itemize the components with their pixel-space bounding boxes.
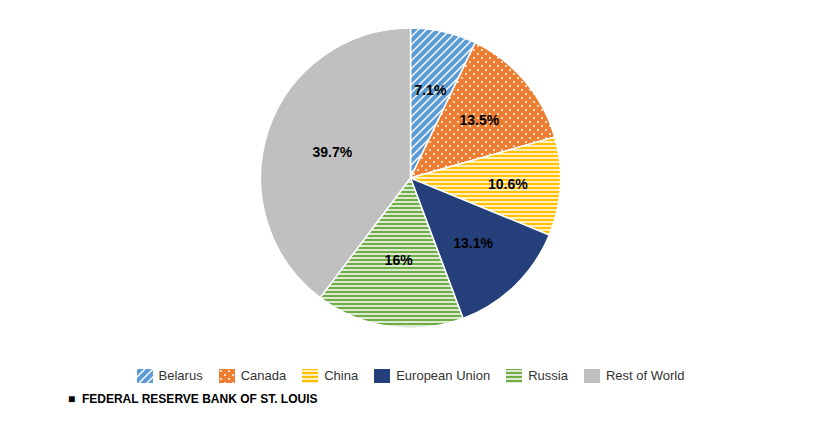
svg-text:7.1%: 7.1% xyxy=(414,82,446,98)
html-text:■ FEDERAL RESERVE BANK OF ST.: ■ FEDERAL RESERVE BANK OF ST. LOUIS xyxy=(68,392,318,406)
html-text:Rest of World: Rest of World xyxy=(605,368,685,383)
svg-text:13.1%: 13.1% xyxy=(453,235,493,251)
svg-text:13.5%: 13.5% xyxy=(459,112,499,128)
html-text:Russia: Russia xyxy=(528,368,568,383)
html-text:European Union: European Union xyxy=(396,368,491,383)
html-text:Canada: Canada xyxy=(240,368,287,383)
html-text:Belarus: Belarus xyxy=(158,368,203,383)
svg-text:10.6%: 10.6% xyxy=(488,176,528,192)
html-text:China: China xyxy=(324,368,359,383)
svg-text:16%: 16% xyxy=(385,252,414,268)
svg-text:39.7%: 39.7% xyxy=(312,144,352,160)
